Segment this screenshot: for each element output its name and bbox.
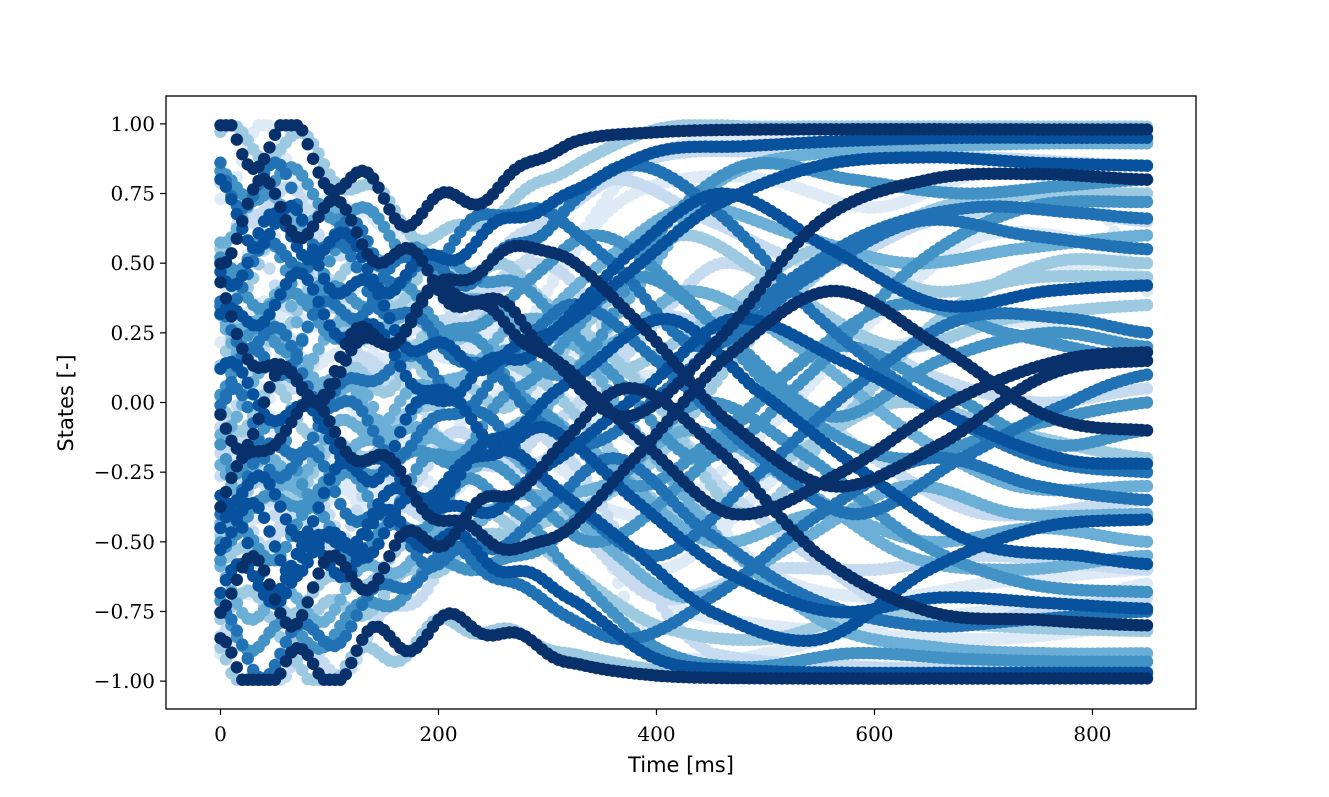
data-point <box>350 504 363 517</box>
data-point <box>334 593 347 606</box>
data-point <box>1140 229 1154 242</box>
data-point <box>285 300 298 313</box>
data-point <box>1140 535 1154 548</box>
data-point <box>372 414 385 427</box>
data-point <box>1140 479 1154 493</box>
data-point <box>230 410 243 423</box>
data-point <box>290 316 303 329</box>
data-point <box>301 354 314 367</box>
data-points-layer <box>214 119 1154 686</box>
data-point <box>274 309 287 323</box>
data-point <box>263 262 276 275</box>
data-point <box>366 400 380 414</box>
data-point <box>361 389 374 402</box>
data-point <box>1140 298 1154 312</box>
data-point <box>1140 382 1154 395</box>
data-point <box>1140 257 1154 270</box>
data-point <box>279 391 293 404</box>
